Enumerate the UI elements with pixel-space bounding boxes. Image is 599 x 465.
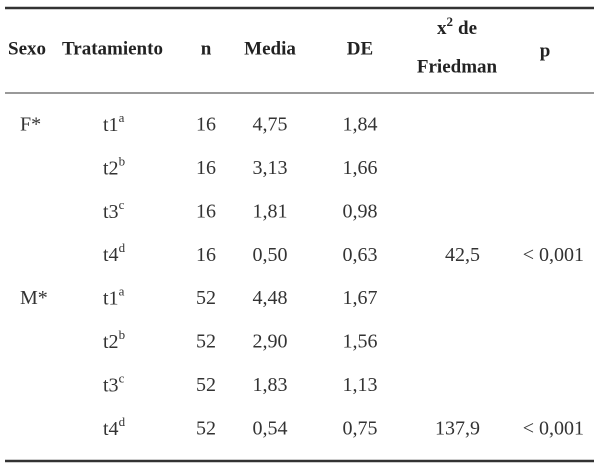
n-cell: 52 bbox=[196, 287, 216, 309]
header-cell: Media bbox=[244, 38, 296, 59]
header-cell: Tratamiento bbox=[62, 38, 163, 59]
de-cell: 1,56 bbox=[343, 331, 378, 353]
media-cell: 0,50 bbox=[253, 244, 288, 266]
treatment: t3 bbox=[103, 200, 119, 222]
de-cell: 1,13 bbox=[343, 374, 378, 396]
treatment-sup: c bbox=[119, 197, 125, 212]
treatment-sup: d bbox=[119, 414, 126, 429]
de-cell: 0,98 bbox=[343, 200, 378, 222]
sexo-cell: M* bbox=[20, 287, 48, 309]
treatment: t4 bbox=[103, 244, 119, 266]
n-cell: 52 bbox=[196, 417, 216, 439]
treatment-sup: c bbox=[119, 370, 125, 385]
header-cell: Friedman bbox=[417, 56, 498, 77]
treatment-cell: t2b bbox=[103, 153, 125, 179]
treatment-sup: d bbox=[119, 240, 126, 255]
media-cell: 4,48 bbox=[253, 287, 288, 309]
treatment-cell: t4d bbox=[103, 240, 126, 266]
p-cell: < 0,001 bbox=[523, 417, 584, 439]
treatment-sup: b bbox=[119, 153, 126, 168]
treatment: t1 bbox=[103, 114, 119, 136]
treatment-cell: t3c bbox=[103, 197, 125, 223]
treatment-cell: t1a bbox=[103, 284, 125, 310]
de-cell: 0,63 bbox=[343, 244, 378, 266]
media-cell: 3,13 bbox=[253, 157, 288, 179]
media-cell: 0,54 bbox=[253, 417, 288, 439]
n-cell: 52 bbox=[196, 331, 216, 353]
chi-cell: 42,5 bbox=[445, 244, 480, 266]
treatment: t2 bbox=[103, 157, 119, 179]
chi-sup: 2 bbox=[447, 14, 454, 29]
n-cell: 16 bbox=[196, 244, 216, 266]
sexo-cell: F* bbox=[20, 114, 41, 136]
treatment: t2 bbox=[103, 331, 119, 353]
media-cell: 1,81 bbox=[253, 200, 288, 222]
n-cell: 16 bbox=[196, 157, 216, 179]
chi-rest: de bbox=[458, 18, 477, 39]
treatment: t1 bbox=[103, 287, 119, 309]
media-cell: 1,83 bbox=[253, 374, 288, 396]
n-cell: 16 bbox=[196, 200, 216, 222]
header-cell: Sexo bbox=[8, 38, 46, 59]
n-cell: 16 bbox=[196, 114, 216, 136]
treatment-cell: t4d bbox=[103, 414, 126, 440]
n-cell: 52 bbox=[196, 374, 216, 396]
chi-symbol: x bbox=[437, 18, 447, 39]
treatment-cell: t2b bbox=[103, 327, 125, 353]
de-cell: 1,67 bbox=[343, 287, 378, 309]
de-cell: 1,84 bbox=[343, 114, 378, 136]
de-cell: 1,66 bbox=[343, 157, 378, 179]
treatment-cell: t3c bbox=[103, 370, 125, 396]
media-cell: 2,90 bbox=[253, 331, 288, 353]
chi-cell: 137,9 bbox=[435, 417, 480, 439]
treatment: t3 bbox=[103, 374, 119, 396]
header-cell: n bbox=[201, 38, 212, 59]
treatment: t4 bbox=[103, 417, 119, 439]
p-cell: < 0,001 bbox=[523, 244, 584, 266]
header-cell: x2 de bbox=[437, 14, 477, 39]
treatment-sup: b bbox=[119, 327, 126, 342]
treatment-sup: a bbox=[119, 284, 125, 299]
header-cell: p bbox=[540, 40, 551, 61]
treatment-sup: a bbox=[119, 110, 125, 125]
header-cell: DE bbox=[347, 38, 373, 59]
de-cell: 0,75 bbox=[343, 417, 378, 439]
media-cell: 4,75 bbox=[253, 114, 288, 136]
treatment-cell: t1a bbox=[103, 110, 125, 136]
